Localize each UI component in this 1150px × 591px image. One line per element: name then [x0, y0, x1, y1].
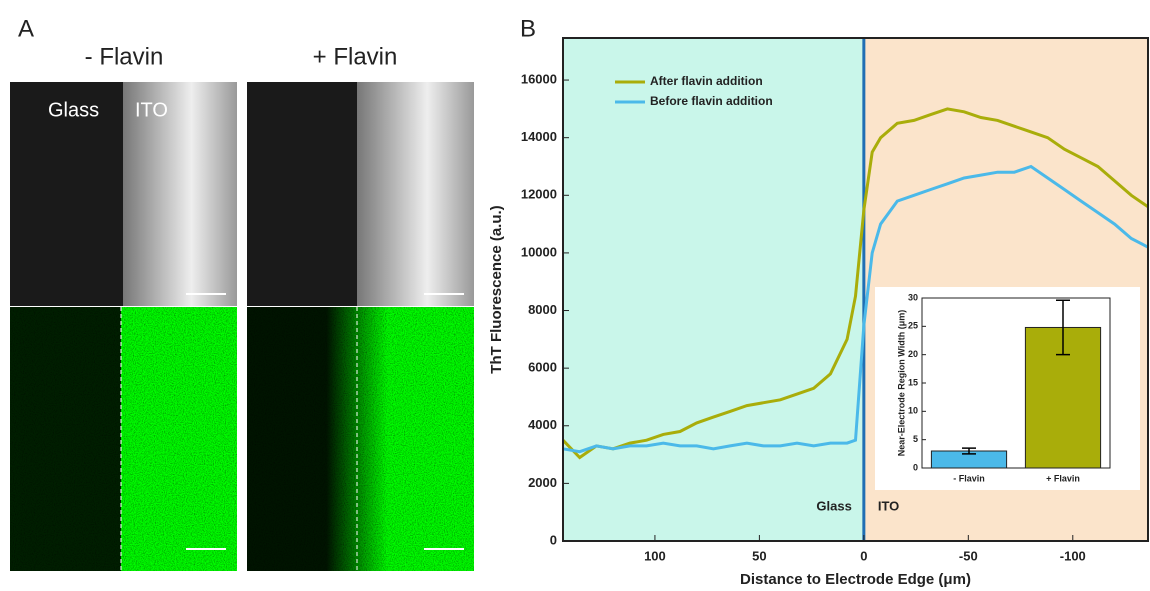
error-bar: [1056, 299, 1070, 356]
y-tick-label: 8000: [528, 302, 557, 317]
y-axis-label: ThT Fluorescence (a.u.): [488, 205, 505, 373]
x-axis-label: Distance to Electrode Edge (μm): [740, 571, 971, 588]
legend-label: Before flavin addition: [650, 94, 773, 108]
y-tick-label: 20: [908, 349, 918, 359]
panel-label: A: [18, 15, 34, 42]
data-line: [561, 107, 1149, 460]
column-title: - Flavin: [85, 43, 164, 70]
x-tick-label: -50: [959, 548, 978, 563]
y-tick-label: 4000: [528, 417, 557, 432]
column-title: + Flavin: [313, 43, 398, 70]
y-tick-label: 16000: [521, 71, 557, 86]
y-axis-label: Near-Electrode Region Width (μm): [896, 310, 906, 456]
y-tick-label: 0: [913, 462, 918, 472]
panel-label: B: [520, 15, 536, 42]
region-label: Glass: [816, 498, 851, 513]
y-tick-label: 15: [908, 377, 918, 387]
y-tick-label: 5: [913, 434, 918, 444]
x-tick-label: 100: [644, 548, 666, 563]
y-tick-label: 2000: [528, 475, 557, 490]
x-tick-label: -100: [1060, 548, 1086, 563]
y-tick-label: 25: [908, 321, 918, 331]
region: [563, 38, 864, 541]
region-label: ITO: [878, 498, 899, 513]
error-bar: [962, 447, 976, 455]
x-tick-label: - Flavin: [953, 473, 985, 483]
y-tick-label: 10: [908, 406, 918, 416]
y-tick-label: 6000: [528, 360, 557, 375]
y-tick-label: 30: [908, 292, 918, 302]
micrograph-right: [247, 82, 474, 571]
legend-label: After flavin addition: [650, 74, 763, 88]
y-tick-label: 0: [550, 532, 557, 547]
y-tick-label: 10000: [521, 244, 557, 259]
x-tick-label: + Flavin: [1046, 473, 1080, 483]
y-tick-label: 12000: [521, 187, 557, 202]
data-line: [562, 164, 1149, 454]
plot-frame: [562, 37, 1149, 542]
region-label: ITO: [135, 99, 168, 121]
x-tick-label: 0: [860, 548, 867, 563]
y-tick-label: 14000: [521, 129, 557, 144]
micrograph-left: [10, 82, 237, 571]
x-tick-label: 50: [752, 548, 766, 563]
region-label: Glass: [48, 99, 99, 121]
